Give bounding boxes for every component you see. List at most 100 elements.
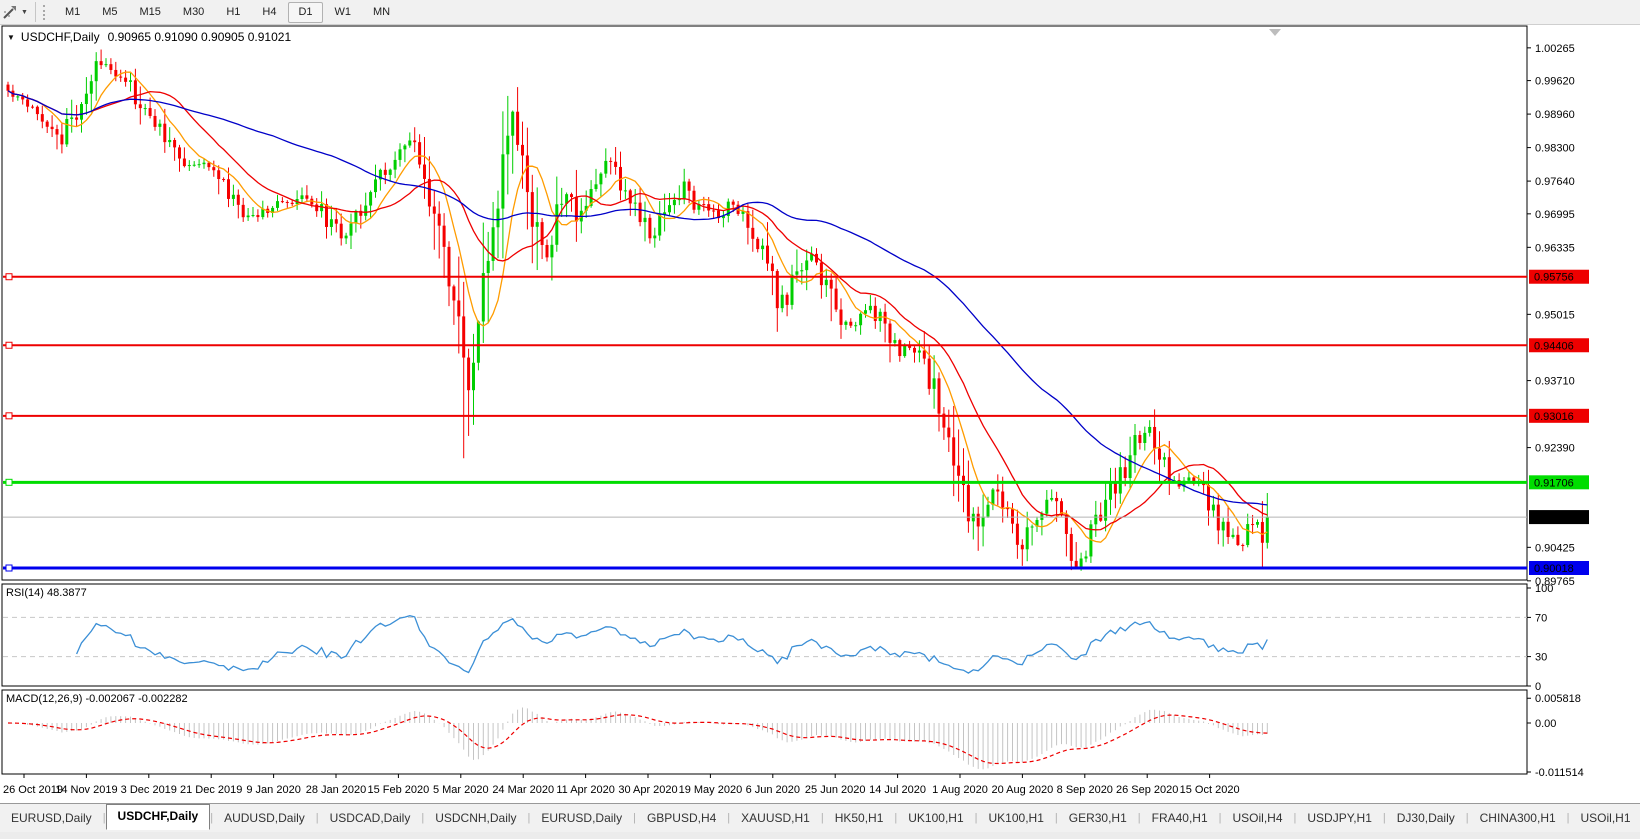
chart-tab-USOil-H4[interactable]: USOil,H4 bbox=[1232, 810, 1283, 825]
macd-indicator-label: MACD(12,26,9) -0.002067 -0.002282 bbox=[6, 693, 188, 705]
svg-text:26 Sep 2020: 26 Sep 2020 bbox=[1116, 784, 1178, 796]
chart-tab-UK100-H1[interactable]: UK100,H1 bbox=[988, 810, 1044, 825]
tab-separator: | bbox=[210, 812, 214, 824]
svg-text:25 Jun 2020: 25 Jun 2020 bbox=[805, 784, 866, 796]
svg-text:0.95756: 0.95756 bbox=[1534, 272, 1574, 284]
tab-separator: | bbox=[1382, 812, 1386, 824]
chart-tab-USOil-H1[interactable]: USOil,H1 bbox=[1580, 810, 1631, 825]
current-price-line: 0.91021 bbox=[3, 510, 1589, 525]
svg-text:1 Aug 2020: 1 Aug 2020 bbox=[932, 784, 988, 796]
chart-tab-USDCNH-Daily[interactable]: USDCNH,Daily bbox=[435, 810, 517, 825]
tab-separator: | bbox=[894, 812, 898, 824]
chart-tab-CHINA300-H1[interactable]: CHINA300,H1 bbox=[1479, 810, 1556, 825]
svg-text:0.92390: 0.92390 bbox=[1535, 443, 1575, 455]
tab-separator: | bbox=[315, 812, 319, 824]
chart-tab-XAUUSD-H1[interactable]: XAUUSD,H1 bbox=[741, 810, 810, 825]
chart-tab-EURUSD-Daily[interactable]: EURUSD,Daily bbox=[541, 810, 623, 825]
svg-text:0.91706: 0.91706 bbox=[1534, 477, 1574, 489]
horizontal-line-0.93016[interactable]: 0.93016 bbox=[3, 408, 1589, 423]
chart-tab-AUDUSD-Daily[interactable]: AUDUSD,Daily bbox=[224, 810, 305, 825]
timeframe-button-M1[interactable]: M1 bbox=[64, 5, 81, 18]
tab-separator: | bbox=[527, 812, 531, 824]
line-drag-handle[interactable] bbox=[5, 564, 13, 572]
chart-tab-HK50-H1[interactable]: HK50,H1 bbox=[834, 810, 884, 825]
svg-text:20 Aug 2020: 20 Aug 2020 bbox=[992, 784, 1054, 796]
autoscroll-marker-icon[interactable] bbox=[1269, 29, 1281, 36]
chart-tab-USDCAD-Daily[interactable]: USDCAD,Daily bbox=[329, 810, 411, 825]
horizontal-line-0.94406[interactable]: 0.94406 bbox=[3, 338, 1589, 353]
chart-tab-USDJPY-H1[interactable]: USDJPY,H1 bbox=[1307, 810, 1372, 825]
svg-text:24 Mar 2020: 24 Mar 2020 bbox=[492, 784, 554, 796]
chart-tab-FRA40-H1[interactable]: FRA40,H1 bbox=[1151, 810, 1208, 825]
svg-text:0.95015: 0.95015 bbox=[1535, 309, 1575, 321]
chart-ohlc-values: 0.90965 0.91090 0.90905 0.91021 bbox=[107, 30, 292, 44]
toolbar-grip-handle[interactable] bbox=[42, 4, 47, 20]
horizontal-line-0.90018[interactable]: 0.90018 bbox=[3, 561, 1589, 575]
tab-separator: | bbox=[633, 812, 636, 824]
timeframe-button-MN[interactable]: MN bbox=[373, 5, 391, 18]
moving-average-18 bbox=[7, 90, 1268, 531]
one-click-trading-collapse-icon[interactable]: ▼ bbox=[7, 32, 15, 42]
svg-text:9 Jan 2020: 9 Jan 2020 bbox=[246, 784, 300, 796]
macd-panel: 0.005818 0.00 -0.011514 bbox=[7, 693, 1584, 779]
chart-tab-GBPUSD-H4[interactable]: GBPUSD,H4 bbox=[646, 810, 717, 825]
timeframe-button-M30[interactable]: M30 bbox=[182, 5, 205, 18]
timeframe-buttons: M1 M5 M15 M30 H1 H4 D1 W1 MN bbox=[54, 1, 401, 23]
cursor-tool-dropdown-icon[interactable]: ▼ bbox=[21, 8, 28, 16]
svg-text:70: 70 bbox=[1535, 612, 1547, 624]
svg-text:30 Apr 2020: 30 Apr 2020 bbox=[618, 784, 677, 796]
chart-tab-DJ30-Daily[interactable]: DJ30,Daily bbox=[1396, 810, 1455, 825]
svg-text:19 May 2020: 19 May 2020 bbox=[679, 784, 743, 796]
chart-canvas[interactable]: 0.95756 0.94406 0.93016 0.91706 0.90018 0.910… bbox=[0, 0, 1640, 803]
cursor-tool-icon[interactable] bbox=[1, 3, 19, 21]
line-drag-handle[interactable] bbox=[5, 341, 13, 349]
panel-border bbox=[1, 583, 1528, 687]
timeframe-button-H4[interactable]: H4 bbox=[262, 5, 277, 18]
tab-separator: | bbox=[974, 812, 978, 824]
svg-text:5 Mar 2020: 5 Mar 2020 bbox=[433, 784, 489, 796]
rsi-line bbox=[76, 615, 1268, 674]
chart-tab-GER30-H1[interactable]: GER30,H1 bbox=[1068, 810, 1127, 825]
timeframe-toolbar: ▼ M1 M5 M15 M30 H1 H4 D1 W1 MN bbox=[0, 0, 1640, 25]
svg-text:30: 30 bbox=[1535, 652, 1547, 664]
svg-text:0.99620: 0.99620 bbox=[1535, 76, 1575, 88]
svg-text:14 Nov 2019: 14 Nov 2019 bbox=[55, 784, 117, 796]
svg-text:0.93016: 0.93016 bbox=[1534, 411, 1574, 423]
svg-text:21 Dec 2019: 21 Dec 2019 bbox=[180, 784, 242, 796]
price-axis[interactable]: 1.00265 0.99620 0.98960 0.98300 0.97640 0.969… bbox=[1527, 43, 1575, 588]
line-drag-handle[interactable] bbox=[5, 478, 13, 486]
line-drag-handle[interactable] bbox=[5, 273, 13, 281]
chart-tab-EURUSD-Daily[interactable]: EURUSD,Daily bbox=[11, 810, 92, 825]
macd-signal-line bbox=[7, 714, 1268, 765]
timeframe-button-M5[interactable]: M5 bbox=[102, 5, 118, 18]
tab-separator: | bbox=[820, 812, 824, 824]
svg-text:0.98960: 0.98960 bbox=[1535, 109, 1575, 121]
timeframe-button-H1[interactable]: H1 bbox=[226, 5, 241, 18]
chart-tab-bar: EURUSD,Daily | USDCHF,Daily | AUDUSD,Daily | U… bbox=[0, 803, 1640, 832]
svg-text:0.94406: 0.94406 bbox=[1534, 340, 1574, 352]
tab-separator: | bbox=[102, 812, 106, 824]
tab-separator: | bbox=[727, 812, 731, 824]
line-drag-handle[interactable] bbox=[5, 412, 13, 420]
tab-separator: | bbox=[1566, 812, 1570, 824]
svg-text:0.97640: 0.97640 bbox=[1535, 176, 1575, 188]
timeframe-button-W1[interactable]: W1 bbox=[334, 5, 352, 18]
timeframe-button-M15[interactable]: M15 bbox=[139, 5, 161, 18]
chart-tabs: EURUSD,Daily | USDCHF,Daily | AUDUSD,Daily | U… bbox=[0, 804, 1640, 831]
svg-text:0.96995: 0.96995 bbox=[1535, 209, 1575, 221]
horizontal-line-0.95756[interactable]: 0.95756 bbox=[3, 269, 1589, 284]
svg-text:8 Sep 2020: 8 Sep 2020 bbox=[1057, 784, 1113, 796]
svg-text:-0.011514: -0.011514 bbox=[1535, 767, 1584, 779]
rsi-indicator-label: RSI(14) 48.3877 bbox=[6, 587, 87, 599]
moving-average-8 bbox=[7, 71, 1268, 543]
svg-text:0.90018: 0.90018 bbox=[1534, 563, 1574, 575]
toolbar-separator bbox=[34, 2, 36, 22]
tab-separator: | bbox=[421, 812, 425, 824]
timeframe-button-D1[interactable]: D1 bbox=[288, 1, 323, 23]
chart-tab-UK100-H1[interactable]: UK100,H1 bbox=[908, 810, 964, 825]
chart-symbol-label: USDCHF,Daily bbox=[20, 30, 100, 44]
chart-tab-USDCHF-Daily[interactable]: USDCHF,Daily bbox=[105, 804, 211, 830]
tab-separator: | bbox=[1218, 812, 1222, 824]
horizontal-line-0.91706[interactable]: 0.91706 bbox=[3, 475, 1589, 490]
